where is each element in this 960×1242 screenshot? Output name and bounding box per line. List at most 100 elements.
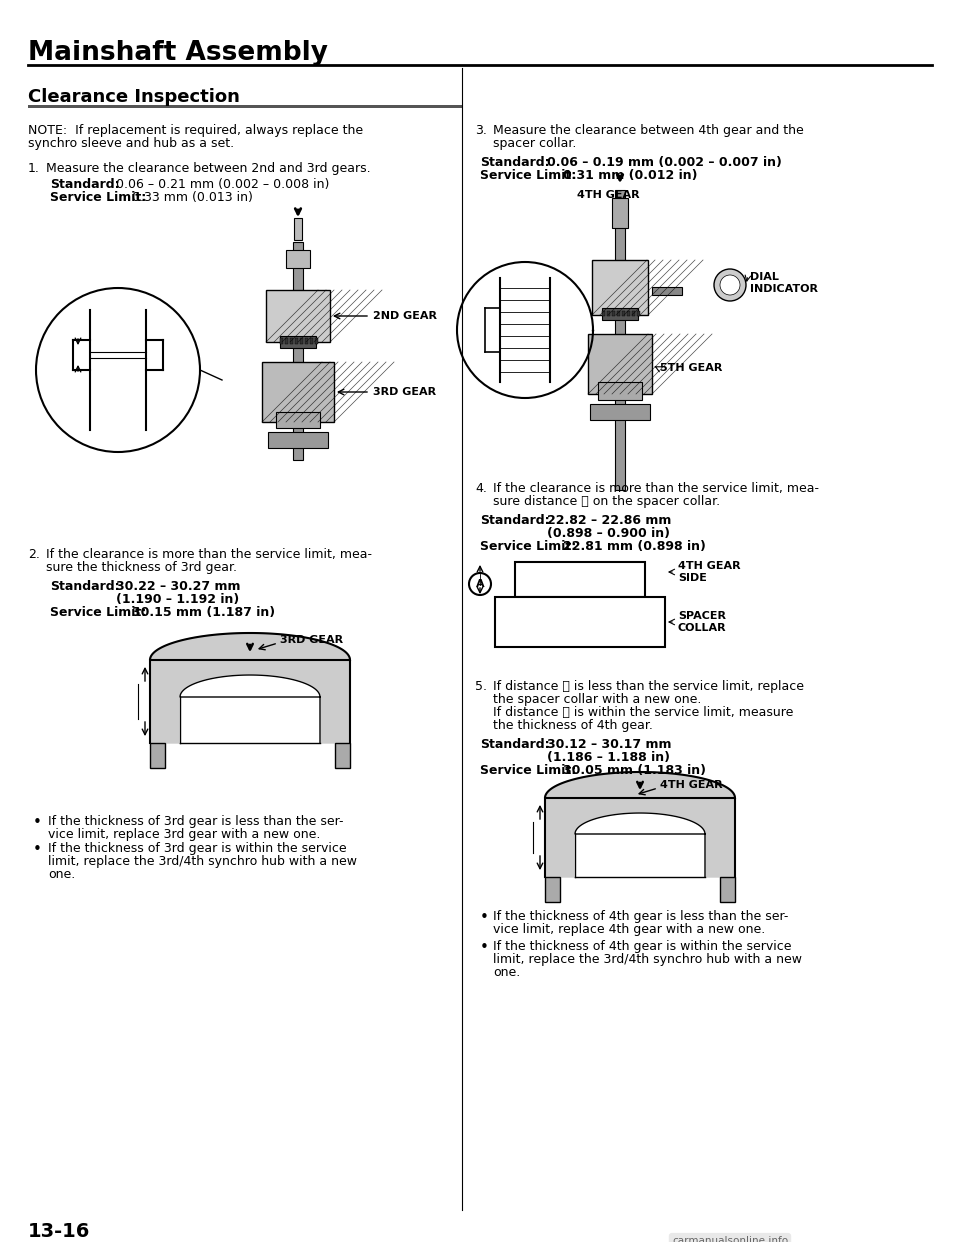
Text: If the clearance is more than the service limit, mea-: If the clearance is more than the servic… [46, 548, 372, 561]
Text: 5.: 5. [475, 681, 487, 693]
FancyBboxPatch shape [607, 310, 610, 315]
Text: 0.06 – 0.19 mm (0.002 – 0.007 in): 0.06 – 0.19 mm (0.002 – 0.007 in) [547, 156, 781, 169]
Text: spacer collar.: spacer collar. [493, 137, 576, 150]
FancyBboxPatch shape [266, 289, 330, 342]
Text: 0.31 mm (0.012 in): 0.31 mm (0.012 in) [563, 169, 698, 183]
Polygon shape [150, 633, 350, 743]
Text: the thickness of 4th gear.: the thickness of 4th gear. [493, 719, 653, 732]
FancyBboxPatch shape [305, 338, 308, 344]
Text: •: • [480, 940, 489, 955]
Text: sure distance Ⓐ on the spacer collar.: sure distance Ⓐ on the spacer collar. [493, 496, 720, 508]
FancyBboxPatch shape [592, 260, 648, 315]
Text: 3.: 3. [475, 124, 487, 137]
FancyBboxPatch shape [652, 287, 682, 296]
Text: 4.: 4. [475, 482, 487, 496]
Text: SPACER
COLLAR: SPACER COLLAR [678, 611, 727, 633]
Text: 4TH GEAR: 4TH GEAR [660, 780, 723, 790]
Text: Standard:: Standard: [50, 580, 120, 592]
Text: 30.15 mm (1.187 in): 30.15 mm (1.187 in) [132, 606, 276, 619]
Text: A: A [476, 579, 484, 589]
Text: (1.186 – 1.188 in): (1.186 – 1.188 in) [547, 751, 670, 764]
FancyBboxPatch shape [293, 242, 303, 460]
FancyBboxPatch shape [602, 308, 638, 320]
FancyBboxPatch shape [632, 310, 635, 315]
Text: If distance Ⓐ is within the service limit, measure: If distance Ⓐ is within the service limi… [493, 705, 793, 719]
Text: 0.33 mm (0.013 in): 0.33 mm (0.013 in) [132, 191, 252, 204]
Text: 4TH GEAR
SIDE: 4TH GEAR SIDE [678, 561, 740, 582]
Text: Measure the clearance between 2nd and 3rd gears.: Measure the clearance between 2nd and 3r… [46, 161, 371, 175]
Text: synchro sleeve and hub as a set.: synchro sleeve and hub as a set. [28, 137, 234, 150]
Text: Service Limit:: Service Limit: [50, 606, 146, 619]
Text: (0.898 – 0.900 in): (0.898 – 0.900 in) [547, 527, 670, 540]
Text: If the clearance is more than the service limit, mea-: If the clearance is more than the servic… [493, 482, 819, 496]
FancyBboxPatch shape [615, 190, 625, 491]
Text: If the thickness of 4th gear is within the service: If the thickness of 4th gear is within t… [493, 940, 791, 953]
FancyBboxPatch shape [335, 743, 350, 768]
Text: NOTE:  If replacement is required, always replace the: NOTE: If replacement is required, always… [28, 124, 363, 137]
Text: 0.06 – 0.21 mm (0.002 – 0.008 in): 0.06 – 0.21 mm (0.002 – 0.008 in) [116, 178, 329, 191]
Text: carmanualsonline.info: carmanualsonline.info [672, 1236, 788, 1242]
FancyBboxPatch shape [150, 743, 165, 768]
Text: 13-16: 13-16 [28, 1222, 90, 1241]
FancyBboxPatch shape [612, 310, 615, 315]
FancyBboxPatch shape [602, 310, 605, 315]
FancyBboxPatch shape [290, 338, 293, 344]
Text: one.: one. [48, 868, 75, 881]
FancyBboxPatch shape [590, 404, 650, 420]
FancyBboxPatch shape [28, 106, 462, 108]
Polygon shape [545, 773, 735, 877]
Circle shape [720, 274, 740, 296]
FancyBboxPatch shape [545, 877, 560, 902]
FancyBboxPatch shape [295, 338, 298, 344]
Text: Standard:: Standard: [50, 178, 120, 191]
FancyBboxPatch shape [495, 597, 665, 647]
Text: If the thickness of 3rd gear is less than the ser-: If the thickness of 3rd gear is less tha… [48, 815, 344, 828]
FancyBboxPatch shape [315, 338, 318, 344]
Text: one.: one. [493, 966, 520, 979]
FancyBboxPatch shape [286, 250, 310, 268]
Text: •: • [33, 815, 42, 830]
FancyBboxPatch shape [598, 383, 642, 400]
Text: If the thickness of 4th gear is less than the ser-: If the thickness of 4th gear is less tha… [493, 910, 788, 923]
Text: 30.12 – 30.17 mm: 30.12 – 30.17 mm [547, 738, 671, 751]
Text: Standard:: Standard: [480, 738, 550, 751]
Text: 22.82 – 22.86 mm: 22.82 – 22.86 mm [547, 514, 671, 527]
Text: 30.22 – 30.27 mm: 30.22 – 30.27 mm [116, 580, 241, 592]
Text: Service Limit:: Service Limit: [480, 540, 576, 553]
Text: 3RD GEAR: 3RD GEAR [373, 388, 436, 397]
Text: 4TH GEAR: 4TH GEAR [577, 190, 639, 200]
Text: sure the thickness of 3rd gear.: sure the thickness of 3rd gear. [46, 561, 237, 574]
Text: Standard:: Standard: [480, 156, 550, 169]
Text: limit, replace the 3rd/4th synchro hub with a new: limit, replace the 3rd/4th synchro hub w… [493, 953, 802, 966]
Text: •: • [480, 910, 489, 925]
FancyBboxPatch shape [268, 432, 328, 448]
Text: limit, replace the 3rd/4th synchro hub with a new: limit, replace the 3rd/4th synchro hub w… [48, 854, 357, 868]
Text: Service Limit:: Service Limit: [480, 169, 576, 183]
Polygon shape [180, 674, 320, 743]
Text: vice limit, replace 4th gear with a new one.: vice limit, replace 4th gear with a new … [493, 923, 765, 936]
Text: If distance Ⓐ is less than the service limit, replace: If distance Ⓐ is less than the service l… [493, 681, 804, 693]
FancyBboxPatch shape [285, 338, 288, 344]
Text: 22.81 mm (0.898 in): 22.81 mm (0.898 in) [563, 540, 706, 553]
FancyBboxPatch shape [622, 310, 625, 315]
Text: 1.: 1. [28, 161, 40, 175]
FancyBboxPatch shape [300, 338, 303, 344]
FancyBboxPatch shape [637, 310, 640, 315]
FancyBboxPatch shape [515, 561, 645, 597]
Text: 3RD GEAR: 3RD GEAR [280, 635, 343, 645]
Text: the spacer collar with a new one.: the spacer collar with a new one. [493, 693, 702, 705]
FancyBboxPatch shape [720, 877, 735, 902]
FancyBboxPatch shape [280, 338, 283, 344]
Text: If the thickness of 3rd gear is within the service: If the thickness of 3rd gear is within t… [48, 842, 347, 854]
Text: DIAL
INDICATOR: DIAL INDICATOR [750, 272, 818, 293]
Text: •: • [33, 842, 42, 857]
Text: 2ND GEAR: 2ND GEAR [373, 310, 437, 320]
Text: Standard:: Standard: [480, 514, 550, 527]
Polygon shape [575, 814, 705, 877]
Text: Mainshaft Assembly: Mainshaft Assembly [28, 40, 328, 66]
Text: 2.: 2. [28, 548, 40, 561]
FancyBboxPatch shape [612, 197, 628, 229]
Text: Service Limit:: Service Limit: [480, 764, 576, 777]
Text: vice limit, replace 3rd gear with a new one.: vice limit, replace 3rd gear with a new … [48, 828, 321, 841]
FancyBboxPatch shape [294, 219, 302, 240]
